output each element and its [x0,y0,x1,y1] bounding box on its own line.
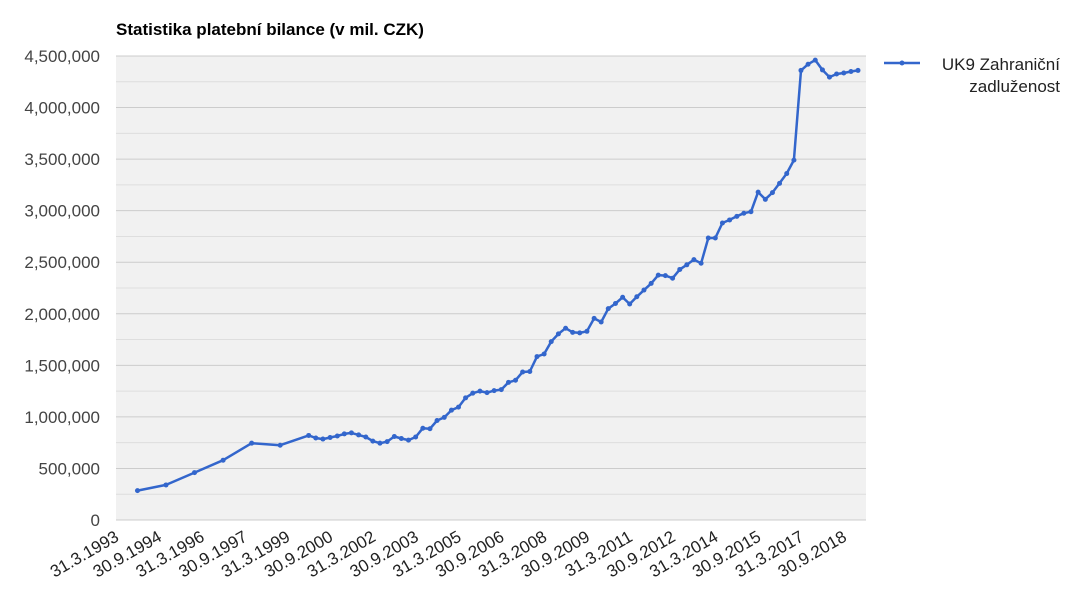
data-point [427,426,433,432]
data-point [577,330,583,336]
data-point [641,287,647,293]
y-tick-label: 1,500,000 [24,356,100,375]
data-point [598,319,604,325]
data-point [134,488,140,494]
data-point [455,404,461,410]
data-point [413,434,419,440]
y-tick-label: 500,000 [39,459,100,478]
data-point [220,457,226,463]
data-point [634,294,640,300]
data-point [826,74,832,80]
data-point [441,414,447,420]
legend-label: UK9 Zahraniční zadluženost [941,55,1060,96]
data-point [448,407,454,413]
legend-line-marker [884,60,920,66]
data-point [313,435,319,441]
data-point [505,379,511,385]
y-tick-label: 0 [91,511,100,530]
data-point [855,67,861,73]
data-point [327,435,333,441]
data-point [791,157,797,163]
data-point [420,425,426,431]
data-point [648,280,654,286]
data-point [834,71,840,77]
data-point [498,387,504,393]
data-point [334,433,340,439]
data-point [570,329,576,335]
data-point [356,432,362,438]
y-tick-label: 2,000,000 [24,305,100,324]
data-point [698,260,704,266]
data-point [541,351,547,357]
data-point [277,442,283,448]
data-point [470,390,476,396]
data-point [662,273,668,279]
y-tick-label: 3,500,000 [24,150,100,169]
data-point [513,377,519,383]
data-point [755,189,761,195]
data-point [819,67,825,73]
data-point [477,388,483,394]
data-point [534,354,540,360]
y-tick-label: 3,000,000 [24,202,100,221]
data-point [741,210,747,216]
data-point [734,213,740,219]
data-point [655,272,661,278]
data-point [591,315,597,321]
data-point [520,369,526,375]
data-point [677,266,683,272]
data-point [705,235,711,241]
data-point [620,294,626,300]
data-point [434,417,440,423]
data-point [306,432,312,438]
data-point [484,390,490,396]
data-point [391,433,397,439]
y-tick-label: 2,500,000 [24,253,100,272]
data-point [805,61,811,67]
y-tick-label: 4,000,000 [24,99,100,118]
data-point [627,301,633,307]
data-point [684,262,690,268]
data-point [405,437,411,443]
y-tick-label: 1,000,000 [24,408,100,427]
data-point [163,482,169,488]
data-point [712,235,718,241]
data-point [341,431,347,437]
data-point [784,171,790,177]
data-point [848,68,854,74]
data-point [384,439,390,445]
data-point [249,440,255,446]
data-point [491,388,497,394]
data-point [769,190,775,196]
data-point [727,217,733,223]
data-point [691,257,697,263]
data-point [841,70,847,76]
data-point [370,438,376,444]
data-point [798,67,804,73]
data-point [563,325,569,331]
data-point [463,395,469,401]
data-point [555,331,561,337]
data-point [398,436,404,442]
data-point [527,369,533,375]
data-point [348,430,354,436]
data-point [719,220,725,226]
y-tick-label: 4,500,000 [24,47,100,66]
data-point [192,470,198,476]
data-point [363,434,369,440]
data-point [320,436,326,442]
chart-title: Statistika platební bilance (v mil. CZK) [116,20,424,39]
data-point [605,306,611,312]
data-point [584,328,590,334]
data-point [748,209,754,215]
data-point [670,275,676,281]
data-point [777,180,783,186]
data-point [612,300,618,306]
data-point [548,339,554,345]
data-point [812,57,818,63]
data-point [762,196,768,202]
data-point [377,440,383,446]
